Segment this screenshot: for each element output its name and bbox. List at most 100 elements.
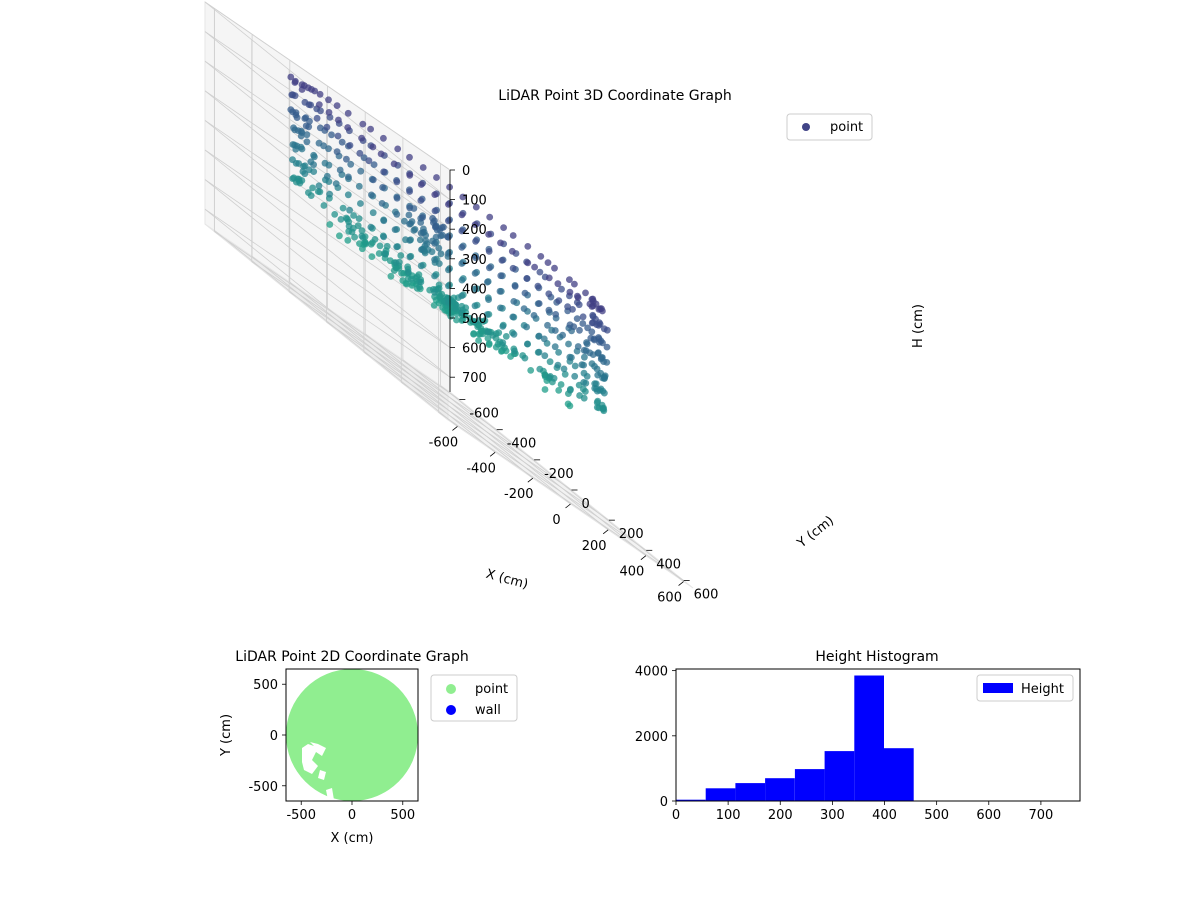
cloud-point [346,206,353,214]
cloud-point [544,259,552,266]
cloud-point [380,233,388,241]
point-region [286,669,418,801]
cloud-point [474,323,482,331]
cloud-point [368,253,376,260]
cloud-point [576,326,583,334]
cloud-point [368,191,375,199]
x-tick-3d [489,451,496,457]
cloud-point [379,184,386,191]
cloud-point [599,374,606,382]
cloud-point [393,194,401,202]
cloud-point [316,90,324,98]
cloud-point [303,138,311,146]
cloud-point [486,213,494,221]
cloud-point [458,211,466,219]
cloud-point [382,250,389,258]
cloud-point [575,301,583,309]
cloud-point [357,167,365,175]
cloud-point [417,181,425,188]
legend-2d: point wall [430,674,518,722]
cloud-point [336,166,344,174]
cloud-point [344,109,352,117]
cloud-point [458,317,466,324]
x-tick-label-hist: 400 [872,808,897,823]
grid-line [204,120,451,289]
cloud-point [502,333,510,340]
cloud-point [579,320,587,327]
cloud-point [555,387,563,394]
cloud-point [394,145,402,153]
cloud-point [386,257,394,265]
cloud-point [486,264,493,272]
cloud-point [484,278,491,286]
cloud-point [523,275,531,282]
y-tick-label-3d: -200 [544,467,574,482]
histogram-plot: Height Histogram 0 100 200 300 400 500 600 7000… [635,649,1081,823]
x-tick-label-hist: 600 [976,808,1001,823]
cloud-point [309,184,316,192]
cloud-point [484,328,492,336]
cloud-point [582,289,589,297]
cloud-point [445,298,452,306]
cloud-point [485,248,493,255]
cloud-point [418,246,425,254]
scatter2d-plot: LiDAR Point 2D Coordinate Graph -500 0 500… [219,649,518,846]
cloud-point [405,211,413,219]
cloud-point [367,125,374,133]
cloud-point [325,109,333,116]
x-axis-label-2d: X (cm) [331,831,374,846]
cloud-point [499,323,507,330]
cloud-point [580,346,588,354]
cloud-point [419,214,426,221]
cloud-point [593,387,601,395]
cloud-point [472,254,480,262]
cloud-point [392,259,400,266]
y-axis-label-3d: Y (cm) [794,513,837,551]
cloud-point [436,292,444,300]
cloud-point [472,237,479,245]
cloud-point [497,239,504,247]
cloud-point [458,276,466,284]
x-tick-label-2d: -500 [286,808,316,823]
cloud-point [560,365,568,373]
cloud-point [377,150,385,158]
cloud-point [484,335,492,342]
x-tick-label-hist: 0 [672,808,680,823]
cloud-point [485,341,493,348]
x-tick-label-hist: 300 [820,808,845,823]
cloud-point [298,81,306,89]
cloud-point [595,305,603,313]
scatter3d-plot: LiDAR Point 3D Coordinate Graph -600 -400… [204,0,926,606]
z-tick-label-3d: 600 [462,342,487,357]
grid-line [204,60,451,230]
cloud-point [435,260,443,267]
cloud-point [531,263,538,271]
histogram-bar [705,788,736,801]
cloud-point [527,367,535,374]
point-cloud [287,73,611,415]
cloud-point [416,236,424,244]
cloud-point [371,236,379,243]
cloud-point [326,190,333,198]
cloud-point [347,160,355,168]
cloud-point [393,243,401,251]
x-tick-3d [527,477,534,483]
cloud-point [535,300,543,307]
cloud-point [524,259,532,267]
cloud-point [351,233,358,241]
chart-title-2d: LiDAR Point 2D Coordinate Graph [235,649,468,665]
grid-line [363,351,610,521]
cloud-point [431,240,439,247]
grid-line [204,90,449,288]
cloud-point [404,268,412,276]
cloud-point [561,370,569,378]
cloud-point [499,339,507,347]
cloud-point [391,226,399,234]
cloud-point [510,298,518,305]
cloud-point [535,332,543,340]
cloud-point [288,91,296,99]
cloud-point [293,114,301,121]
cloud-point [358,134,365,142]
legend-marker-point-2d [446,684,456,694]
cloud-point [485,231,492,238]
